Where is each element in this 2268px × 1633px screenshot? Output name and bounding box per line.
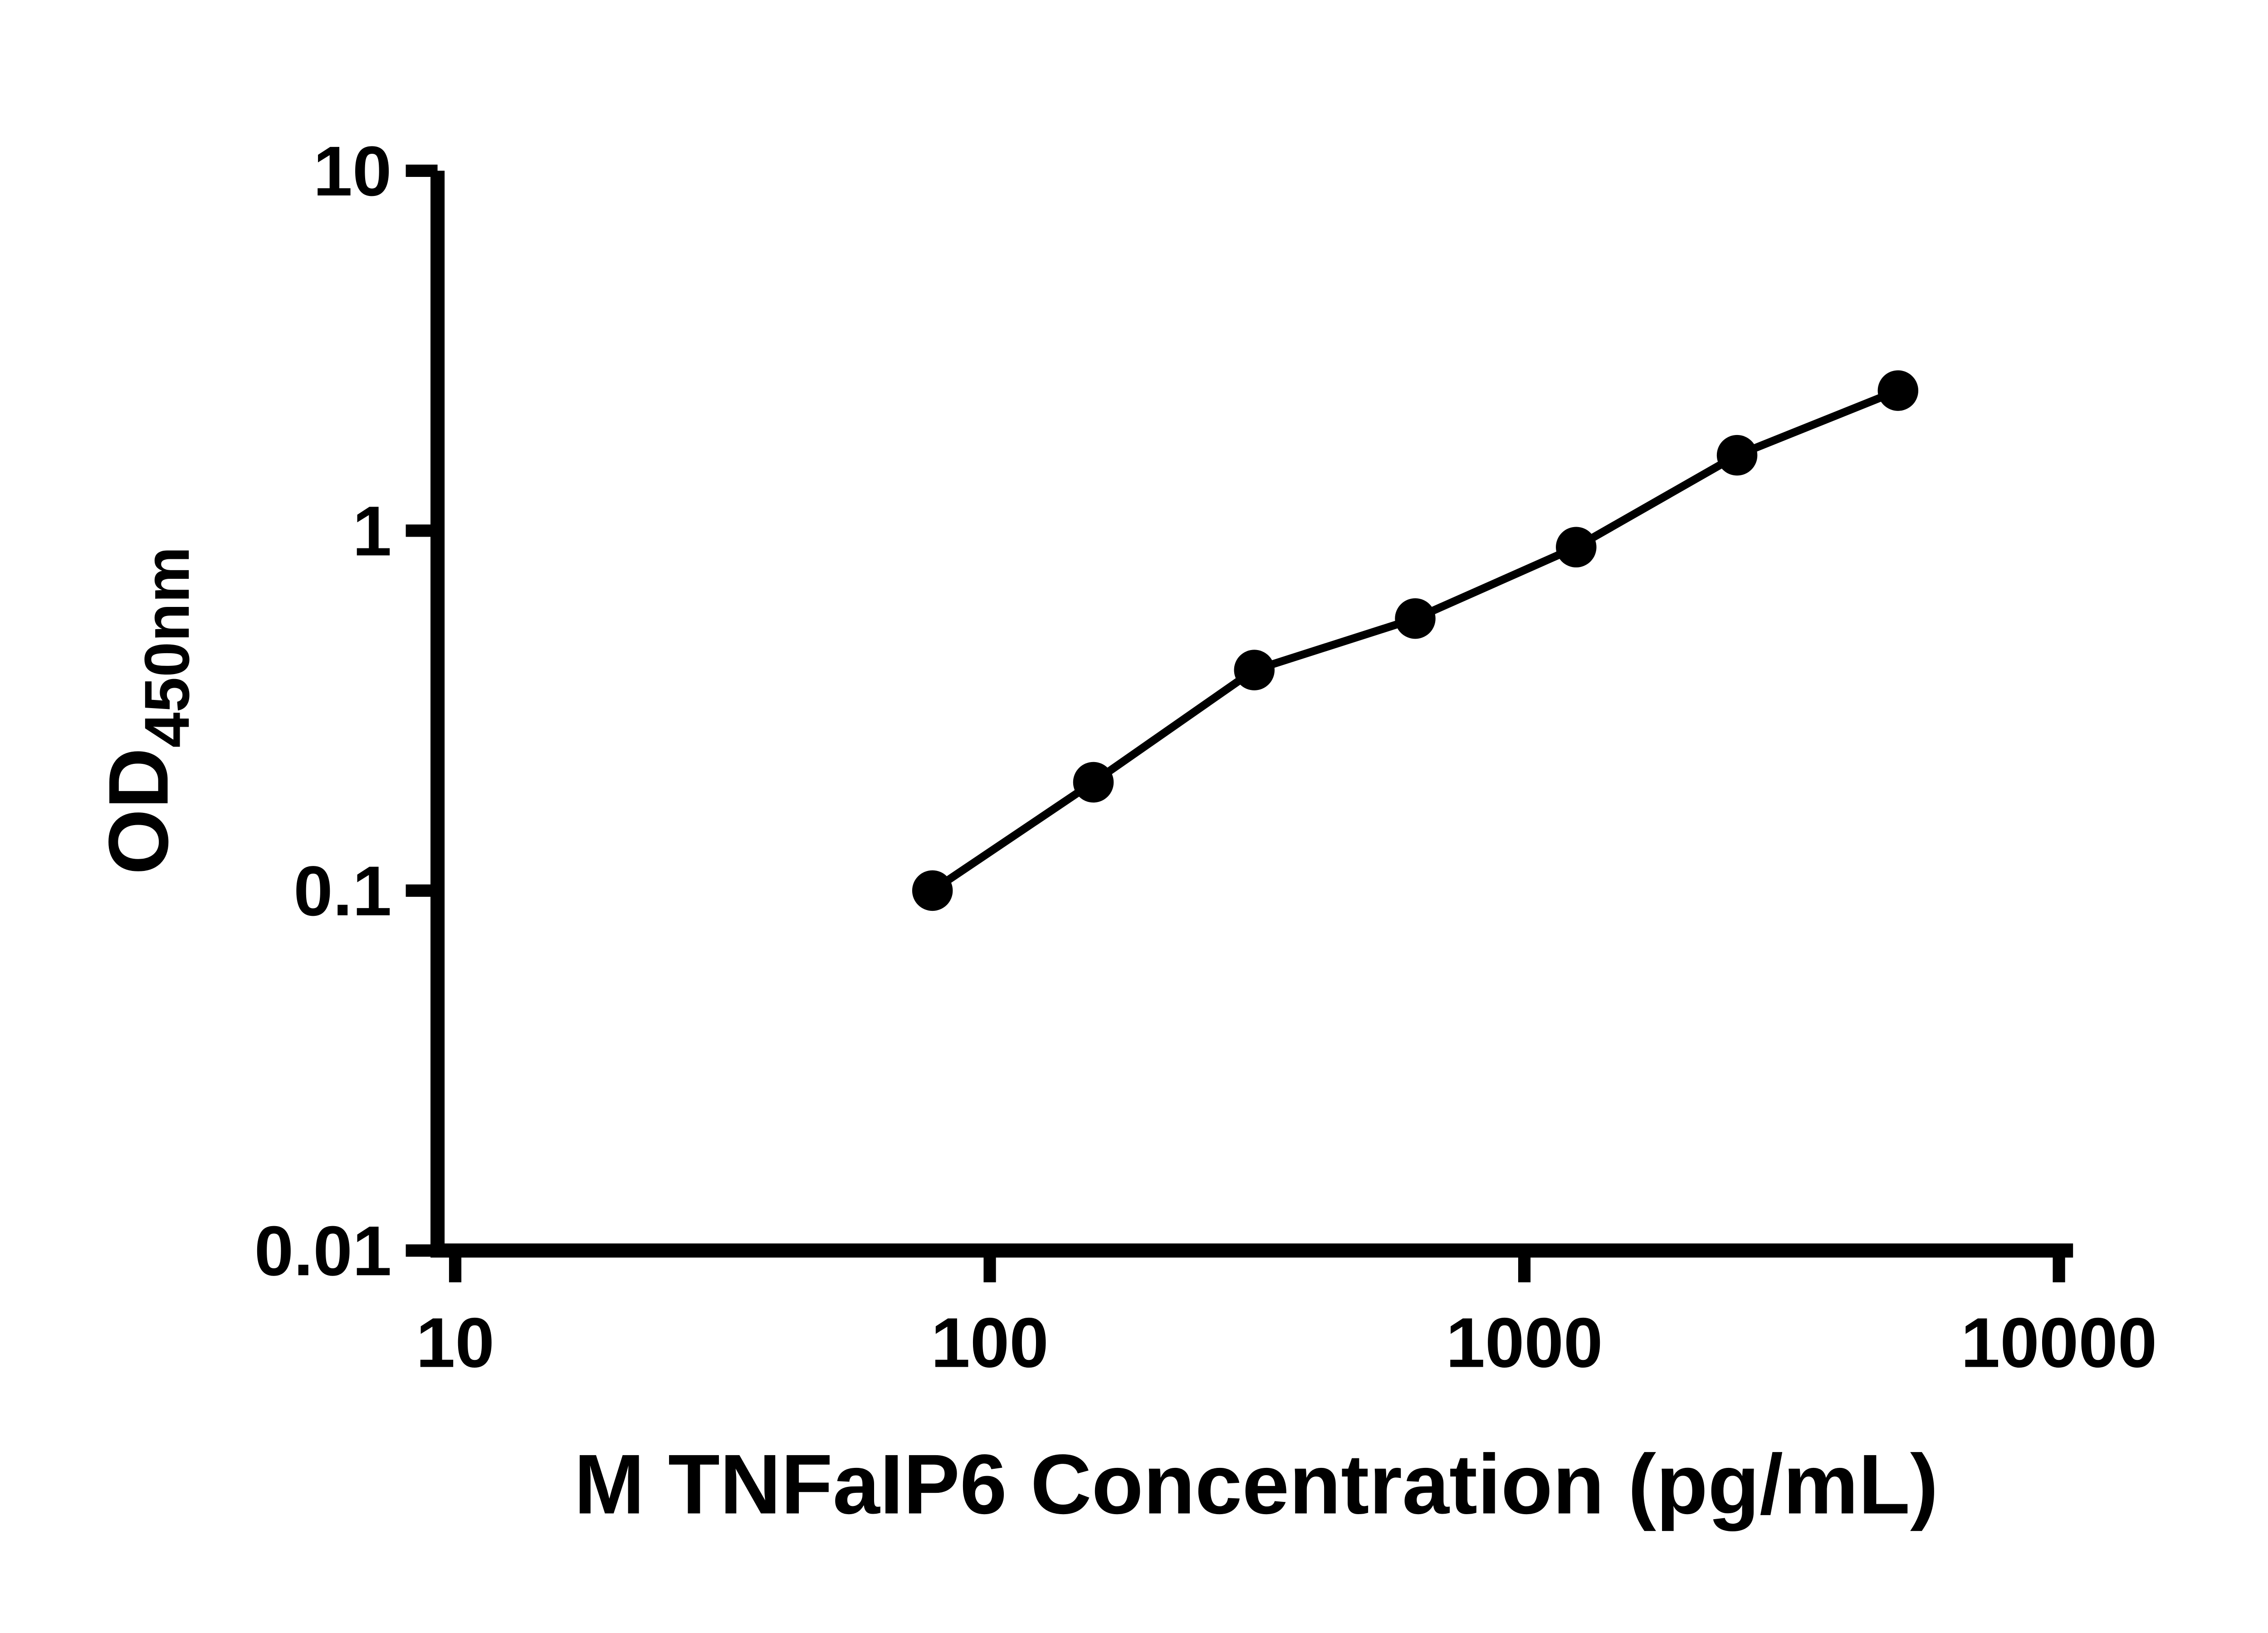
data-point xyxy=(1073,762,1114,803)
data-point xyxy=(1877,370,1919,411)
data-point xyxy=(1556,527,1597,567)
data-point xyxy=(912,870,953,911)
y-axis-tick-label: 1 xyxy=(352,491,392,570)
data-point xyxy=(1716,435,1758,476)
y-axis-tick-label: 0.01 xyxy=(254,1211,392,1290)
y-axis-title: OD450nm xyxy=(91,547,203,875)
x-axis-title: M TNFaIP6 Concentration (pg/mL) xyxy=(574,1437,1938,1531)
data-point xyxy=(1395,598,1436,639)
y-axis-title-sub: 450nm xyxy=(131,547,202,748)
plot-area: 10 1 0.1 0.01 10 100 1000 10000 xyxy=(254,132,2157,1382)
x-axis-tick-label: 10 xyxy=(416,1303,494,1382)
x-axis-tick-label: 1000 xyxy=(1446,1303,1603,1382)
x-axis-tick-label: 10000 xyxy=(1961,1303,2157,1382)
data-point xyxy=(1234,650,1275,690)
x-axis-tick-label: 100 xyxy=(931,1303,1049,1382)
y-axis-tick-label: 0.1 xyxy=(293,851,391,930)
y-axis-tick-label: 10 xyxy=(313,132,391,210)
y-axis-title-main: OD xyxy=(91,748,186,875)
